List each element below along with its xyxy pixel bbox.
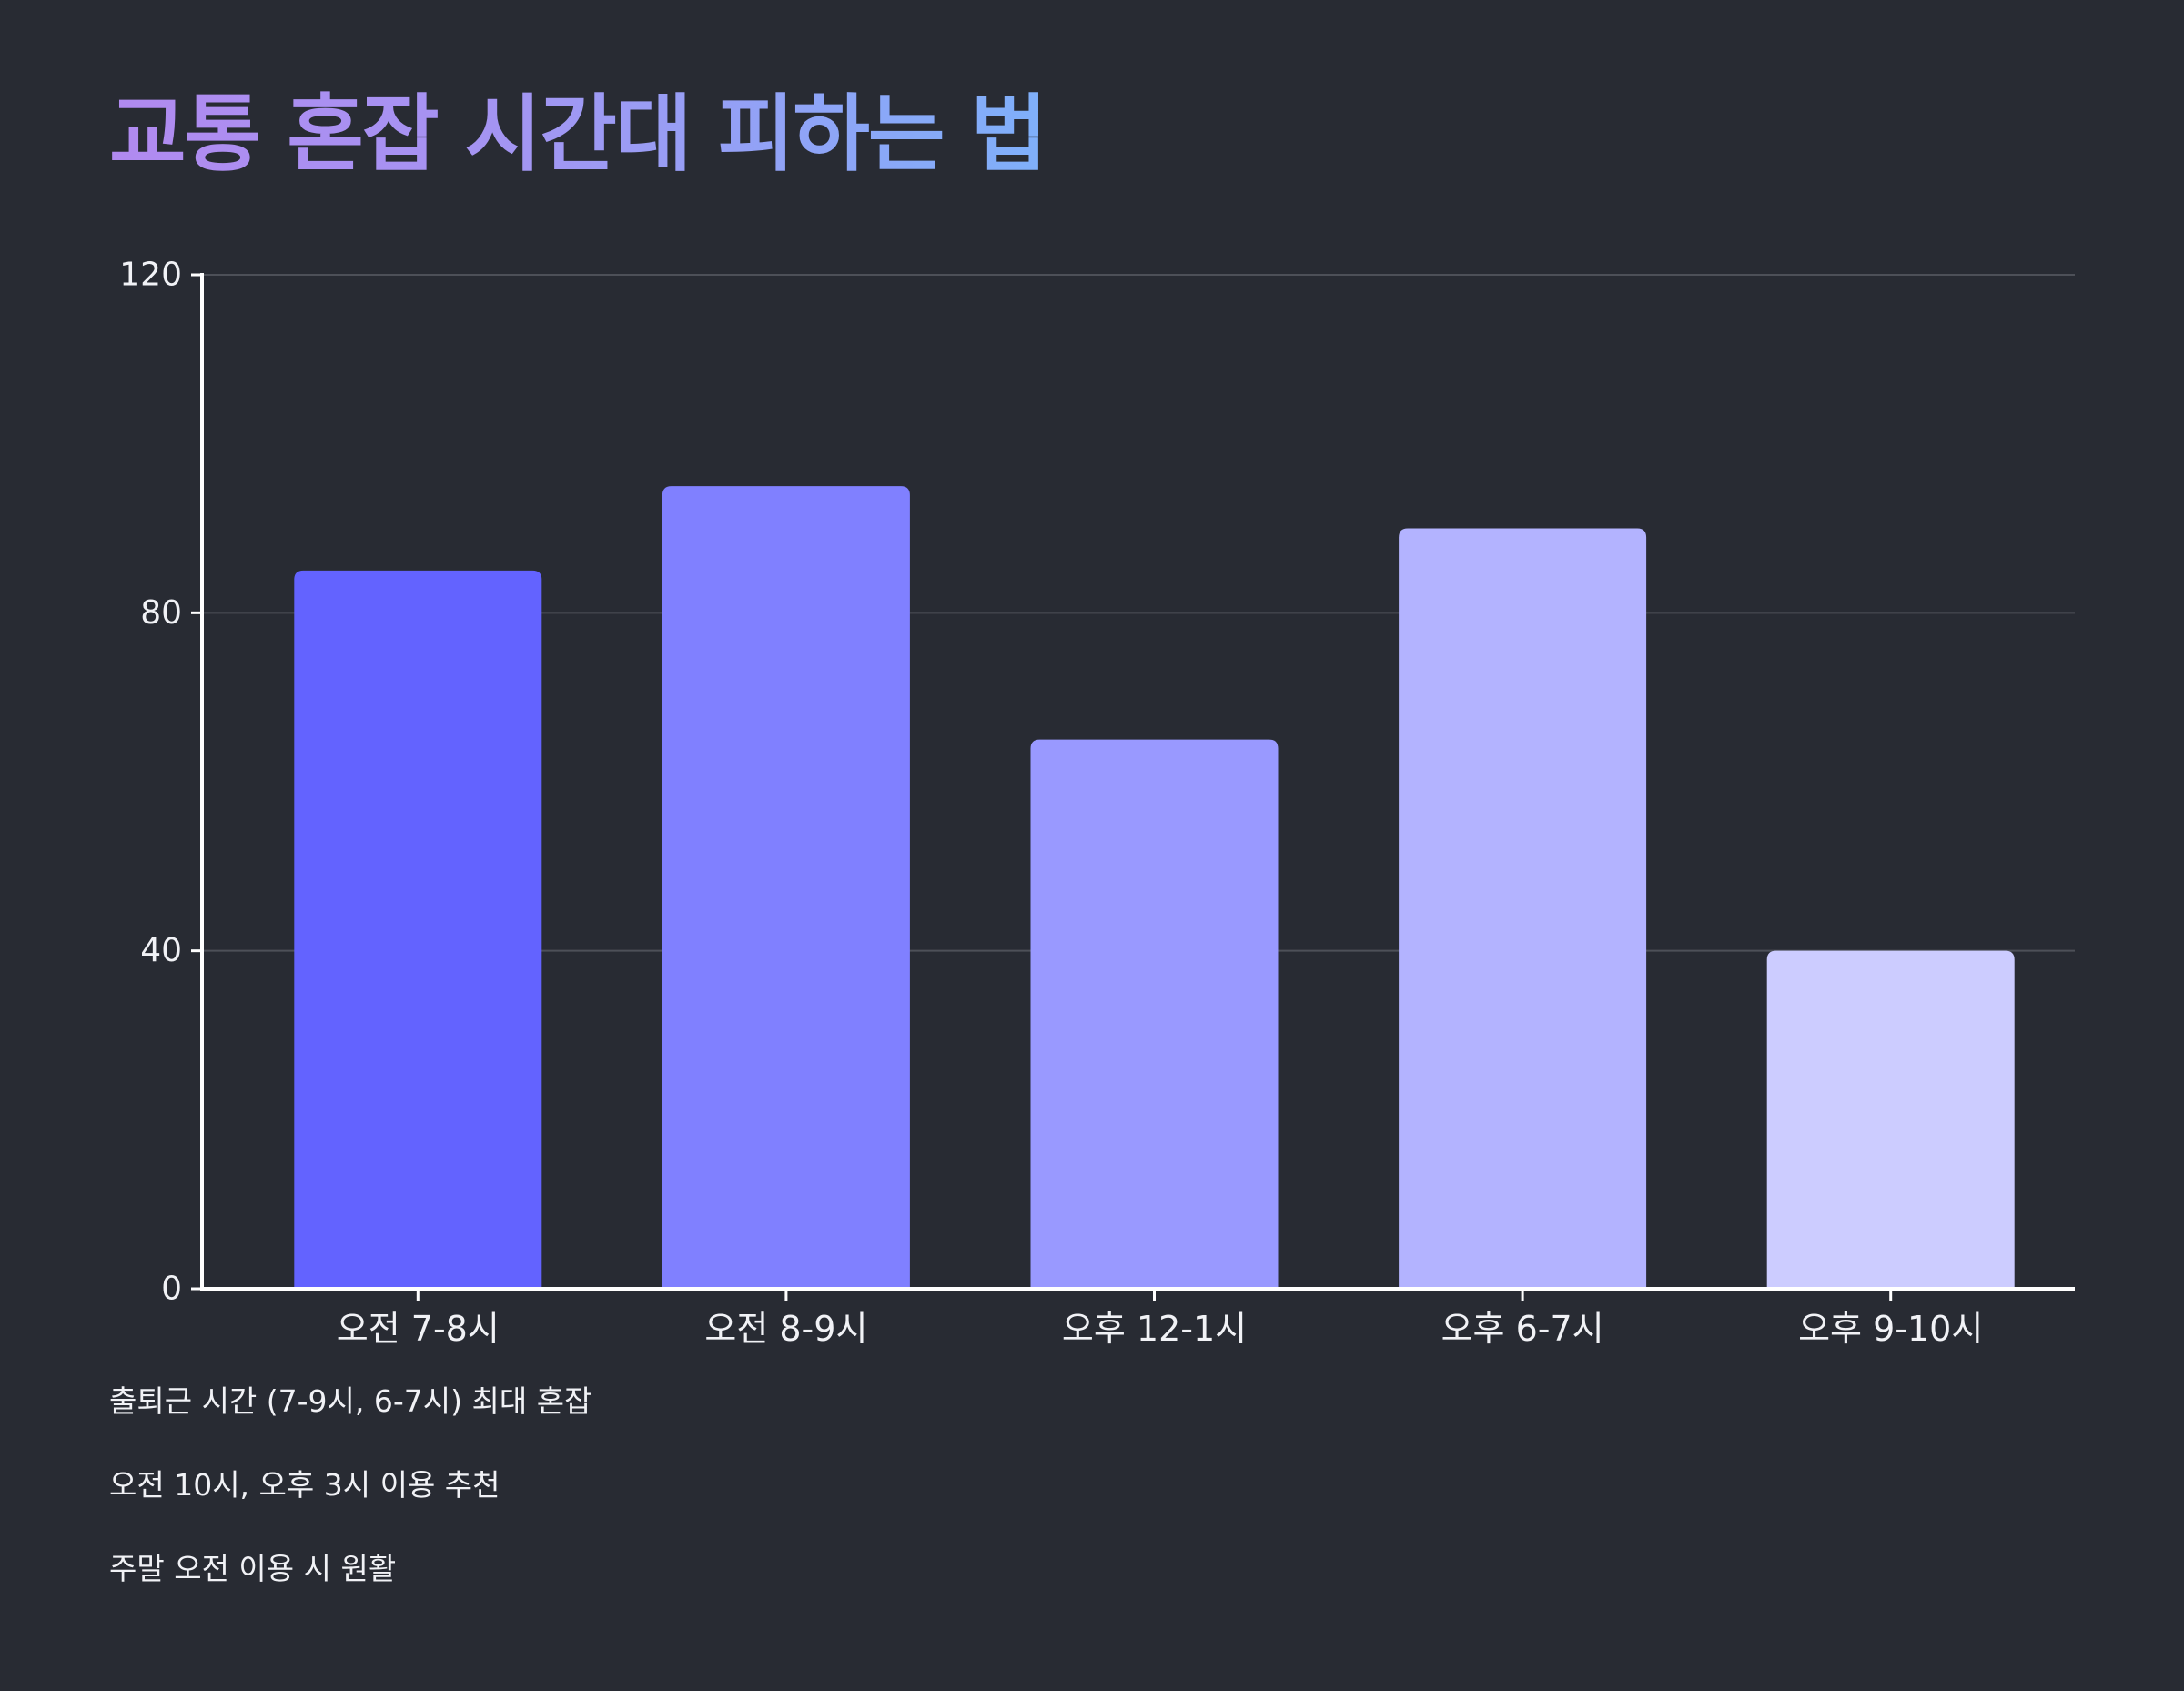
note-item: 오전 10시, 오후 3시 이용 추천 bbox=[109, 1467, 500, 1503]
x-tick-label: 오전 7-8시 bbox=[337, 1309, 500, 1349]
note-item: 주말 오전 이용 시 원활 bbox=[109, 1551, 397, 1586]
x-tick-label: 오후 12-1시 bbox=[1062, 1309, 1247, 1349]
bar bbox=[294, 570, 542, 1289]
tick-labels: 0 40 80 120 오전 7-8시 오전 8-9시 오후 12-1시 오후 6-7시 오후 … bbox=[119, 257, 1983, 1350]
y-tick-label: 0 bbox=[161, 1271, 182, 1308]
bar bbox=[1766, 950, 2015, 1289]
x-tick-label: 오후 6-7시 bbox=[1441, 1309, 1604, 1349]
bar bbox=[1399, 528, 1647, 1289]
x-tick-label: 오후 9-10시 bbox=[1798, 1309, 1983, 1349]
bar-chart: 0 40 80 120 오전 7-8시 오전 8-9시 오후 12-1시 오후 6-7시 오후 … bbox=[119, 257, 2075, 1350]
y-tick-label: 120 bbox=[119, 257, 182, 294]
notes-list: 출퇴근 시간 (7-9시, 6-7시) 최대 혼잡 오전 10시, 오후 3시 … bbox=[109, 1383, 592, 1635]
chart-title: 교통 혼잡 시간대 피하는 법 bbox=[109, 80, 1047, 189]
y-tick-label: 80 bbox=[140, 594, 182, 632]
bar bbox=[1030, 739, 1279, 1289]
note-item: 출퇴근 시간 (7-9시, 6-7시) 최대 혼잡 bbox=[109, 1383, 592, 1419]
bar bbox=[662, 486, 910, 1289]
bars bbox=[294, 486, 2015, 1289]
axes bbox=[191, 273, 2075, 1301]
x-tick-label: 오전 8-9시 bbox=[704, 1309, 867, 1349]
y-tick-label: 40 bbox=[140, 932, 182, 969]
